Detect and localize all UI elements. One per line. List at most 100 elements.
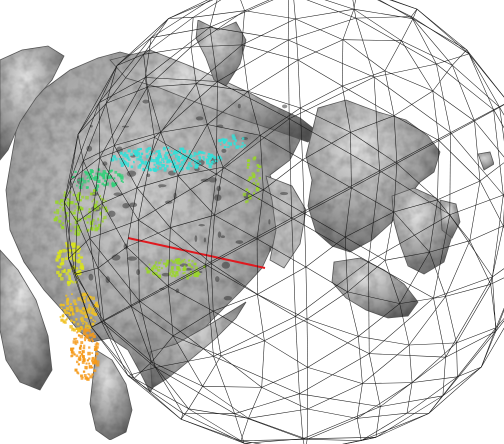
point-voxel: [193, 262, 196, 266]
point-voxel: [76, 371, 79, 374]
point-voxel: [96, 313, 98, 315]
wireframe-edge: [433, 214, 451, 299]
point-voxel: [88, 311, 91, 314]
wireframe-edge: [209, 27, 218, 82]
point-voxel: [63, 309, 66, 312]
wireframe-edge: [449, 132, 451, 215]
point-voxel: [83, 179, 87, 184]
point-voxel: [101, 182, 104, 186]
measurement-line[interactable]: [127, 237, 266, 269]
point-voxel: [71, 312, 75, 316]
wireframe-edge: [131, 306, 174, 337]
point-voxel: [61, 314, 65, 318]
point-voxel: [80, 263, 84, 267]
wireframe-edge: [210, 263, 214, 312]
point-voxel: [92, 319, 95, 321]
wireframe-edge: [241, 10, 245, 45]
wireframe-edge: [143, 54, 148, 88]
point-voxel: [79, 327, 83, 331]
wireframe-edge: [401, 40, 434, 92]
point-voxel: [164, 154, 167, 157]
point-voxel: [72, 193, 75, 196]
point-voxel: [55, 258, 59, 262]
wireframe-edge: [155, 367, 235, 414]
point-voxel: [82, 346, 86, 350]
wireframe-edge: [295, 261, 369, 317]
point-voxel: [78, 247, 81, 251]
point-voxel: [91, 218, 95, 222]
wireframe-edge: [375, 395, 444, 438]
point-voxel: [166, 159, 170, 164]
wireframe-edge: [412, 18, 467, 51]
point-voxel: [61, 257, 65, 262]
wireframe-edge: [432, 90, 440, 141]
point-voxel: [183, 156, 187, 160]
wireframe-edge: [70, 134, 79, 181]
surface-pit: [127, 256, 138, 261]
point-voxel: [172, 166, 175, 169]
wireframe-edge: [396, 163, 438, 201]
point-voxel: [65, 307, 70, 311]
wireframe-edge: [240, 440, 245, 444]
point-voxel: [80, 341, 84, 344]
point-voxel: [207, 155, 209, 158]
point-voxel: [176, 270, 179, 273]
point-voxel: [153, 163, 156, 166]
wireframe-edge: [411, 8, 418, 17]
wireframe-edge: [469, 180, 481, 241]
point-voxel: [172, 273, 174, 275]
wireframe-edge: [136, 175, 179, 189]
wireframe-edge: [356, 383, 363, 419]
wireframe-edge: [248, 418, 308, 440]
wireframe-edge: [143, 17, 194, 55]
wireframe-edge: [389, 0, 418, 10]
point-voxel: [191, 266, 194, 269]
wireframe-edge: [154, 81, 218, 138]
point-voxel: [83, 344, 86, 347]
point-voxel: [252, 182, 256, 185]
wireframe-edge: [456, 342, 458, 377]
wireframe-edge: [248, 408, 308, 419]
wireframe-edge: [361, 437, 376, 441]
point-voxel: [90, 311, 93, 314]
point-voxel: [181, 147, 185, 151]
wireframe-edge: [207, 124, 261, 136]
wireframe-edge: [64, 202, 78, 223]
point-voxel: [57, 252, 62, 257]
wireframe-edge: [289, 76, 375, 120]
point-voxel: [78, 334, 80, 337]
point-voxel: [126, 156, 130, 160]
point-voxel: [244, 200, 248, 204]
point-voxel: [81, 178, 84, 181]
wireframe-edge: [145, 26, 210, 78]
point-voxel: [72, 328, 74, 330]
wireframe-edge: [429, 199, 438, 253]
point-voxel: [110, 169, 113, 172]
wireframe-edge: [429, 252, 446, 297]
point-voxel: [96, 360, 100, 363]
point-voxel: [256, 187, 260, 191]
surface-pit: [142, 99, 150, 104]
surface-pit: [88, 273, 94, 281]
wireframe-edge: [345, 211, 394, 238]
wireframe-edge: [257, 294, 265, 341]
point-voxel: [70, 308, 74, 312]
wireframe-edge: [213, 356, 300, 395]
point-voxel: [157, 149, 161, 153]
point-voxel: [214, 159, 218, 163]
point-voxel: [186, 276, 189, 280]
point-voxel: [226, 146, 228, 148]
point-voxel: [71, 351, 75, 355]
point-voxel: [146, 270, 150, 274]
wireframe-edge: [143, 18, 169, 55]
wireframe-edge: [202, 386, 249, 419]
point-voxel: [164, 167, 167, 170]
wireframe-edge: [91, 327, 135, 379]
point-voxel: [76, 331, 79, 334]
wireframe-edge: [362, 344, 410, 384]
wireframe-edge: [396, 140, 440, 164]
wireframe-edge: [411, 342, 457, 383]
point-voxel: [80, 183, 84, 186]
